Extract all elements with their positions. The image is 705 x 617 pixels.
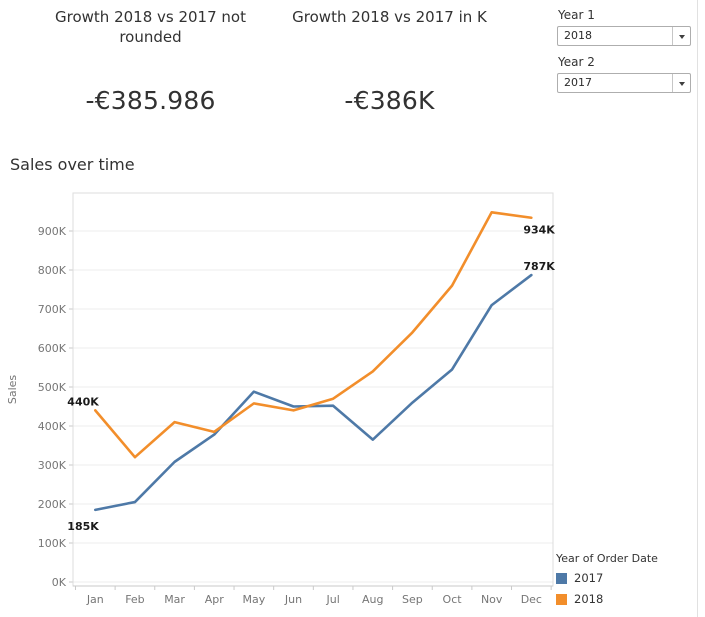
data-label-787K: 787K <box>523 260 555 273</box>
year1-dropdown[interactable]: 2018 <box>557 26 691 46</box>
data-label-185K: 185K <box>67 520 99 533</box>
y-tick-label: 300K <box>38 459 67 472</box>
filter-label: Year 2 <box>558 55 595 69</box>
legend-swatch-2018 <box>556 593 567 605</box>
x-tick-label: Sep <box>402 593 423 606</box>
x-tick-label: Apr <box>205 593 225 606</box>
kpi-title: Growth 2018 vs 2017 not rounded <box>55 8 246 46</box>
y-tick-label: 900K <box>38 225 67 238</box>
filter-panel: Year 1 2018 Year 2 2017 <box>557 5 691 93</box>
y-axis-title: Sales <box>6 375 19 405</box>
x-tick-label: Nov <box>481 593 503 606</box>
legend-label: 2018 <box>574 592 604 606</box>
plot-border <box>72 192 554 587</box>
x-tick-label: Jun <box>284 593 302 606</box>
x-tick-label: May <box>242 593 265 606</box>
chart-title: Sales over time <box>10 155 135 174</box>
x-tick-label: Mar <box>164 593 185 606</box>
kpi-title: Growth 2018 vs 2017 in K <box>292 8 487 26</box>
x-tick-label: Dec <box>521 593 542 606</box>
y-tick-label: 0K <box>52 576 67 589</box>
data-label-440K: 440K <box>67 395 99 408</box>
kpi-value: -€386K <box>344 86 435 115</box>
pane-divider <box>697 0 698 617</box>
legend-item-2017[interactable]: 2017 <box>556 571 701 585</box>
legend-title: Year of Order Date <box>556 552 658 565</box>
x-tick-label: Jan <box>86 593 104 606</box>
x-tick-label: Oct <box>443 593 463 606</box>
x-tick-label: Aug <box>362 593 383 606</box>
dropdown-selected-value: 2017 <box>564 76 592 89</box>
x-tick-label: Feb <box>125 593 144 606</box>
y-tick-label: 700K <box>38 303 67 316</box>
y-tick-label: 500K <box>38 381 67 394</box>
series-line-2017[interactable] <box>94 273 533 512</box>
sales-line-chart[interactable]: 0K 100K 200K 300K 400K 500K 600K 700K 800K 900K Ja… <box>0 185 620 617</box>
filter-year-2: Year 2 2017 <box>557 55 691 93</box>
filter-year-1: Year 1 2018 <box>557 8 691 46</box>
legend-label: 2017 <box>574 571 604 585</box>
kpi-value: -€385.986 <box>85 86 216 115</box>
y-tick-label: 600K <box>38 342 67 355</box>
y-tick-label: 200K <box>38 498 67 511</box>
kpi-growth-in-k: Growth 2018 vs 2017 in K -€386K <box>272 8 507 128</box>
year2-dropdown[interactable]: 2017 <box>557 73 691 93</box>
legend-item-2018[interactable]: 2018 <box>556 592 701 606</box>
series-line-2018[interactable] <box>94 210 533 459</box>
chevron-down-icon[interactable] <box>672 27 690 45</box>
legend-swatch-2017 <box>556 572 567 584</box>
dropdown-selected-value: 2018 <box>564 29 592 42</box>
chart-legend: Year of Order Date 2017 2018 <box>556 552 701 613</box>
y-tick-label: 800K <box>38 264 67 277</box>
kpi-growth-not-rounded: Growth 2018 vs 2017 not rounded -€385.98… <box>18 8 283 128</box>
data-label-934K: 934K <box>523 224 555 237</box>
y-tick-label: 400K <box>38 420 67 433</box>
x-tick-label: Jul <box>325 593 339 606</box>
y-tick-label: 100K <box>38 537 67 550</box>
chevron-down-icon[interactable] <box>672 74 690 92</box>
filter-label: Year 1 <box>558 8 595 22</box>
